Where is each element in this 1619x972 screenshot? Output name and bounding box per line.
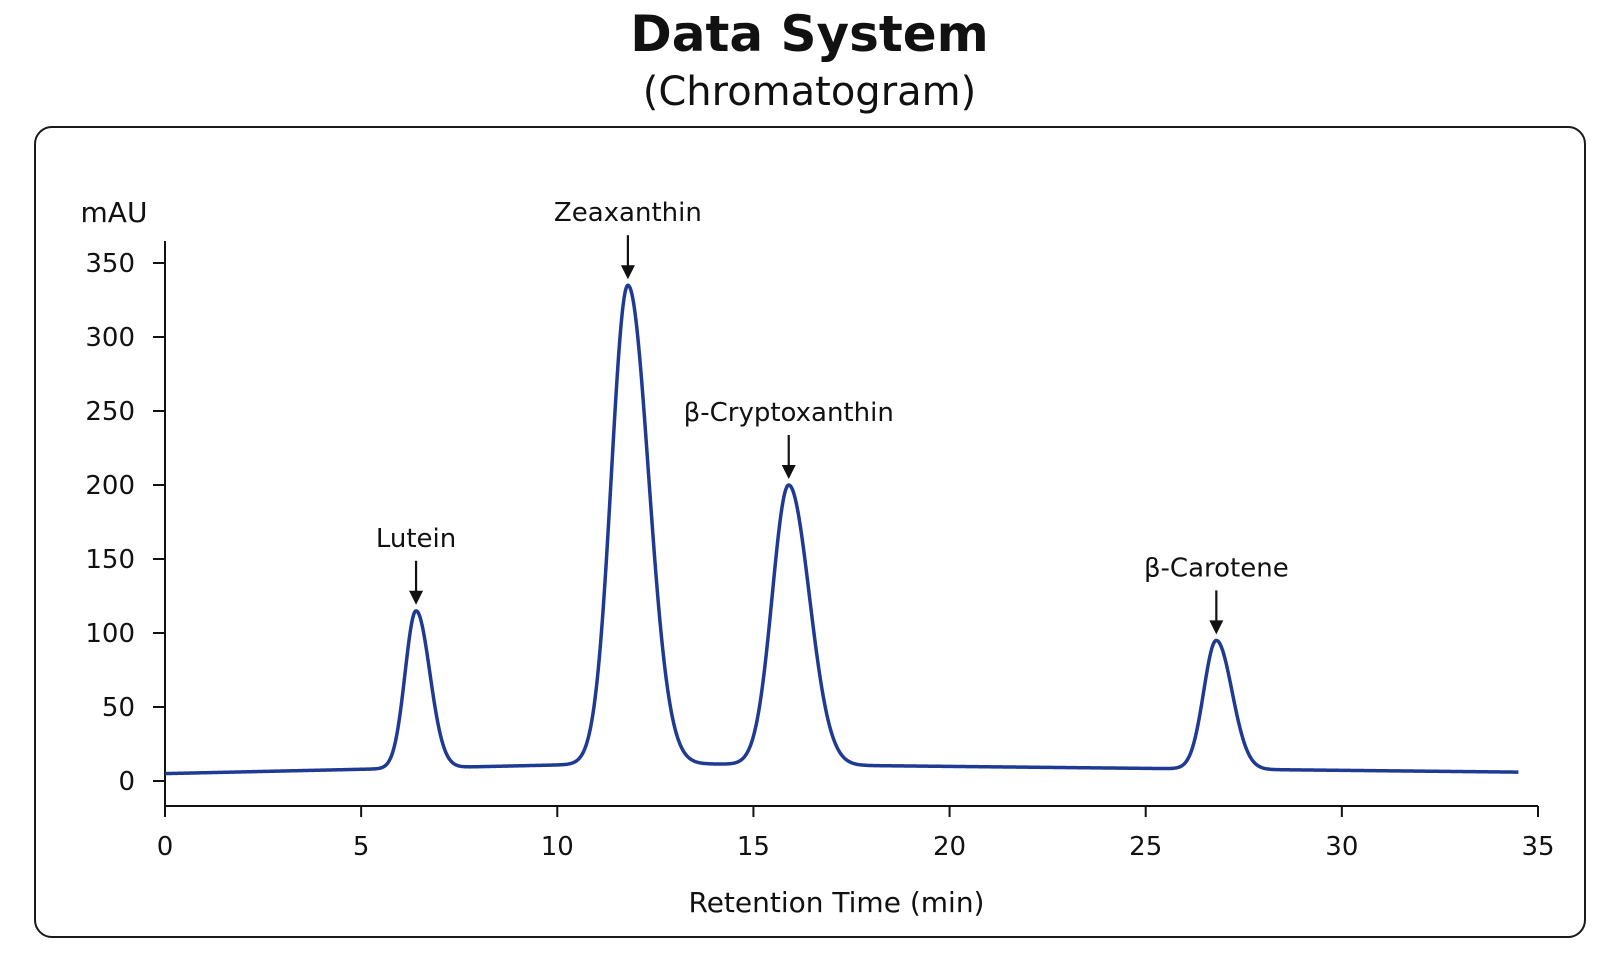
x-tick-label: 0 bbox=[157, 832, 174, 862]
peak-label: β-Cryptoxanthin bbox=[684, 398, 894, 428]
y-tick-label: 200 bbox=[85, 471, 135, 501]
x-tick-label: 25 bbox=[1129, 832, 1162, 862]
peak-label: Zeaxanthin bbox=[554, 198, 702, 228]
plot-area bbox=[164, 283, 1520, 776]
peak-label: Lutein bbox=[376, 524, 456, 554]
signal-trace bbox=[164, 283, 1520, 776]
x-tick-label: 30 bbox=[1325, 832, 1358, 862]
y-tick-label: 0 bbox=[118, 767, 135, 797]
y-tick-label: 50 bbox=[102, 693, 135, 723]
axes: 0 50 100 150 200 250 300 350 0 5 10 15 20 25 30 35 mAU Re… bbox=[81, 196, 1555, 919]
y-tick-label: 350 bbox=[85, 249, 135, 279]
x-tick-label: 35 bbox=[1521, 832, 1554, 862]
y-tick-label: 250 bbox=[85, 397, 135, 427]
peak-arrow-head bbox=[781, 465, 796, 479]
chart-title: Data System bbox=[630, 5, 989, 63]
x-tick-label: 20 bbox=[933, 832, 966, 862]
peak-annotation: Lutein bbox=[376, 524, 456, 605]
x-tick-label: 15 bbox=[737, 832, 770, 862]
peak-label: β-Carotene bbox=[1144, 553, 1289, 583]
y-tick-label: 150 bbox=[85, 545, 135, 575]
y-tick-label: 100 bbox=[85, 619, 135, 649]
chart-panel bbox=[34, 126, 1586, 938]
x-tick-label: 5 bbox=[353, 832, 370, 862]
x-axis-title: Retention Time (min) bbox=[689, 886, 985, 919]
peak-arrow-head bbox=[1209, 620, 1224, 635]
y-tick-label: 300 bbox=[85, 323, 135, 353]
peak-arrow-head bbox=[409, 590, 424, 605]
peak-annotation: β-Cryptoxanthin bbox=[684, 398, 894, 479]
x-tick-label: 10 bbox=[541, 832, 574, 862]
peak-arrow-head bbox=[620, 265, 635, 280]
peak-labels: Lutein Zeaxanthin β-Cryptoxanthin β-Caroten… bbox=[376, 198, 1289, 635]
chart-subtitle: (Chromatogram) bbox=[642, 69, 977, 115]
peak-annotation: β-Carotene bbox=[1144, 553, 1289, 635]
y-axis-title: mAU bbox=[81, 196, 148, 229]
peak-annotation: Zeaxanthin bbox=[554, 198, 702, 280]
